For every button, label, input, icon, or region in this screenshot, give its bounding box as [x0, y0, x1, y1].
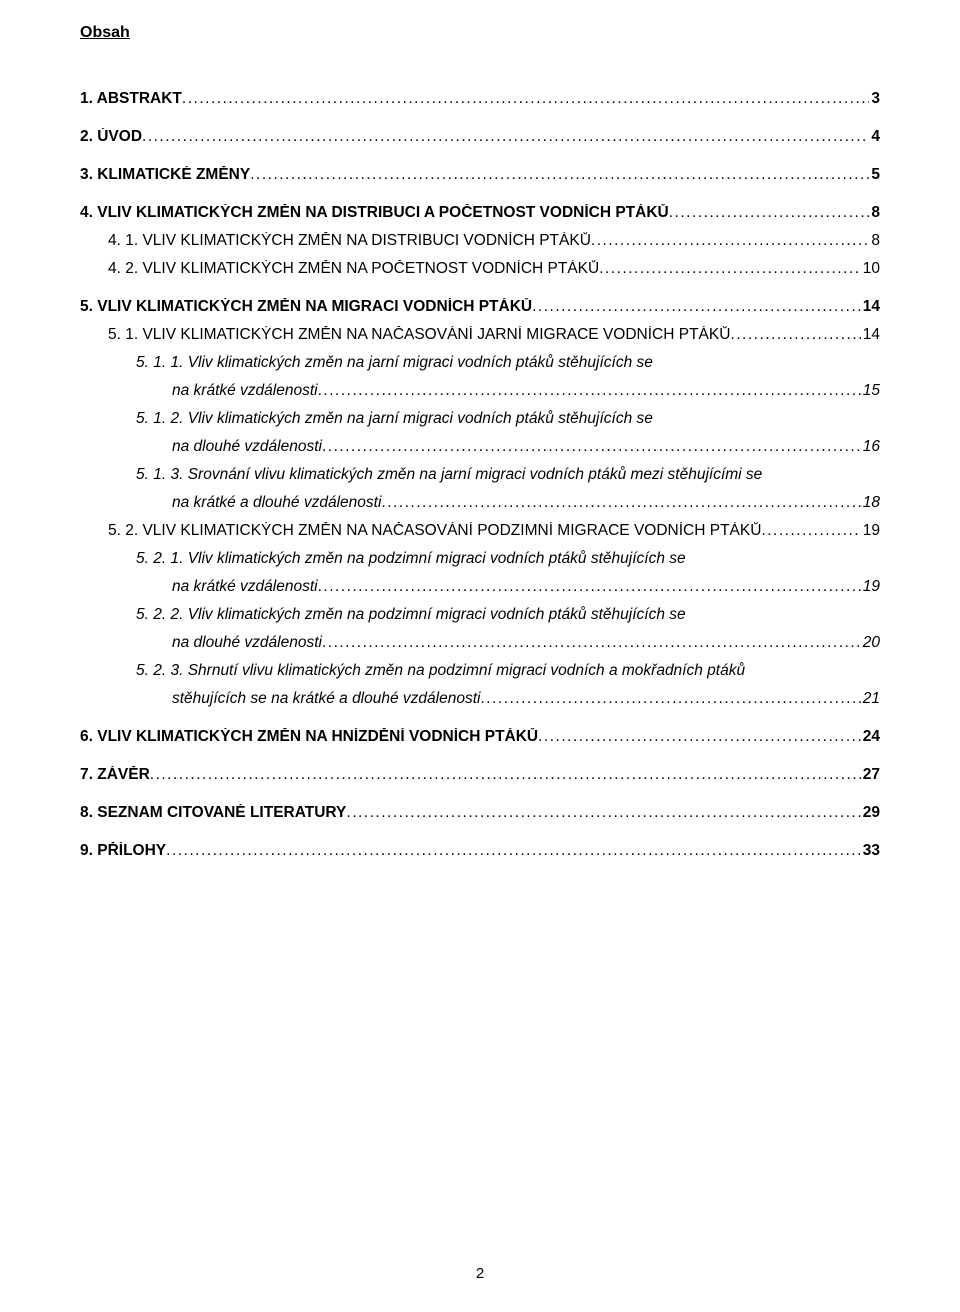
leader-dots	[730, 326, 860, 344]
leader-dots	[480, 690, 860, 708]
toc-entry-5-1-2-line2: na dlouhé vzdálenosti 16	[172, 438, 880, 456]
leader-dots	[538, 728, 861, 746]
toc-label: 6. VLIV KLIMATICKÝCH ZMĚN NA HNÍZDĚNÍ VO…	[80, 728, 538, 746]
toc-page: 8	[869, 204, 880, 222]
leader-dots	[591, 232, 869, 250]
toc-label: 5. 2. VLIV KLIMATICKÝCH ZMĚN NA NAČASOVÁ…	[108, 522, 761, 540]
toc-page: 24	[861, 728, 880, 746]
leader-dots	[381, 494, 860, 512]
leader-dots	[150, 766, 861, 784]
leader-dots	[761, 522, 860, 540]
toc-label: stěhujících se na krátké a dlouhé vzdále…	[172, 690, 480, 708]
toc-label: na dlouhé vzdálenosti	[172, 438, 322, 456]
toc-page: 4	[869, 128, 880, 146]
leader-dots	[669, 204, 870, 222]
toc-page: 5	[869, 166, 880, 184]
leader-dots	[318, 578, 861, 596]
toc-label: 5. VLIV KLIMATICKÝCH ZMĚN NA MIGRACI VOD…	[80, 298, 532, 316]
toc-page: 16	[861, 438, 880, 456]
leader-dots	[532, 298, 861, 316]
toc-entry-7: 7. ZÁVĚR 27	[80, 766, 880, 784]
toc-label: 5. 1. VLIV KLIMATICKÝCH ZMĚN NA NAČASOVÁ…	[108, 326, 730, 344]
toc-page: 15	[861, 382, 880, 400]
toc-label: 4. VLIV KLIMATICKÝCH ZMĚN NA DISTRIBUCI …	[80, 204, 669, 222]
toc-page: 8	[869, 232, 880, 250]
toc-label: 9. PŘÍLOHY	[80, 842, 166, 860]
toc-entry-5-2-3-line2: stěhujících se na krátké a dlouhé vzdále…	[172, 690, 880, 708]
toc-label: 5. 2. 3. Shrnutí vlivu klimatických změn…	[136, 662, 745, 679]
toc-label: 8. SEZNAM CITOVANÉ LITERATURY	[80, 804, 346, 822]
toc-page: 21	[861, 690, 880, 708]
toc-label: 1. ABSTRAKT	[80, 90, 182, 108]
leader-dots	[182, 90, 869, 108]
toc-entry-4-2: 4. 2. VLIV KLIMATICKÝCH ZMĚN NA POČETNOS…	[108, 260, 880, 278]
leader-dots	[250, 166, 869, 184]
toc-entry-5-1-1-line1: 5. 1. 1. Vliv klimatických změn na jarní…	[136, 354, 880, 372]
toc-label: 2. ÚVOD	[80, 128, 142, 146]
toc-entry-5-1-3-line1: 5. 1. 3. Srovnání vlivu klimatických změ…	[136, 466, 880, 484]
toc-label: na dlouhé vzdálenosti	[172, 634, 322, 652]
toc-page: 19	[861, 578, 880, 596]
toc-entry-8: 8. SEZNAM CITOVANÉ LITERATURY 29	[80, 804, 880, 822]
toc-entry-2: 2. ÚVOD 4	[80, 128, 880, 146]
toc-label: 5. 1. 3. Srovnání vlivu klimatických změ…	[136, 466, 762, 483]
toc-entry-4: 4. VLIV KLIMATICKÝCH ZMĚN NA DISTRIBUCI …	[80, 204, 880, 222]
toc-label: 4. 1. VLIV KLIMATICKÝCH ZMĚN NA DISTRIBU…	[108, 232, 591, 250]
toc-entry-5-2-2-line1: 5. 2. 2. Vliv klimatických změn na podzi…	[136, 606, 880, 624]
toc-label: 3. KLIMATICKÉ ZMĚNY	[80, 166, 250, 184]
toc-entry-5-2-2-line2: na dlouhé vzdálenosti 20	[172, 634, 880, 652]
toc-entry-9: 9. PŘÍLOHY 33	[80, 842, 880, 860]
toc-entry-4-1: 4. 1. VLIV KLIMATICKÝCH ZMĚN NA DISTRIBU…	[108, 232, 880, 250]
toc-page: 14	[861, 298, 880, 316]
leader-dots	[322, 634, 861, 652]
toc-entry-5-1-1-line2: na krátké vzdálenosti 15	[172, 382, 880, 400]
leader-dots	[166, 842, 861, 860]
toc-page: 20	[861, 634, 880, 652]
leader-dots	[318, 382, 861, 400]
toc-page: 27	[861, 766, 880, 784]
toc-label: 5. 2. 2. Vliv klimatických změn na podzi…	[136, 606, 686, 623]
toc-page: 29	[861, 804, 880, 822]
toc-entry-5-2-3-line1: 5. 2. 3. Shrnutí vlivu klimatických změn…	[136, 662, 880, 680]
toc-entry-3: 3. KLIMATICKÉ ZMĚNY 5	[80, 166, 880, 184]
toc-entry-5-1-2-line1: 5. 1. 2. Vliv klimatických změn na jarní…	[136, 410, 880, 428]
leader-dots	[599, 260, 861, 278]
toc-label: 5. 1. 1. Vliv klimatických změn na jarní…	[136, 354, 653, 371]
toc-page: 10	[861, 260, 880, 278]
leader-dots	[142, 128, 869, 146]
toc-label: 5. 2. 1. Vliv klimatických změn na podzi…	[136, 550, 686, 567]
toc-label: na krátké vzdálenosti	[172, 578, 318, 596]
toc-label: 7. ZÁVĚR	[80, 766, 150, 784]
toc-entry-6: 6. VLIV KLIMATICKÝCH ZMĚN NA HNÍZDĚNÍ VO…	[80, 728, 880, 746]
toc-label: na krátké a dlouhé vzdálenosti	[172, 494, 381, 512]
toc-page: 18	[861, 494, 880, 512]
toc-entry-5-1: 5. 1. VLIV KLIMATICKÝCH ZMĚN NA NAČASOVÁ…	[108, 326, 880, 344]
toc-page: 33	[861, 842, 880, 860]
toc-entry-5-2-1-line1: 5. 2. 1. Vliv klimatických změn na podzi…	[136, 550, 880, 568]
toc-page: 19	[861, 522, 880, 540]
toc-entry-1: 1. ABSTRAKT 3	[80, 90, 880, 108]
toc-entry-5: 5. VLIV KLIMATICKÝCH ZMĚN NA MIGRACI VOD…	[80, 298, 880, 316]
toc-label: na krátké vzdálenosti	[172, 382, 318, 400]
toc-label: 5. 1. 2. Vliv klimatických změn na jarní…	[136, 410, 653, 427]
leader-dots	[346, 804, 860, 822]
toc-entry-5-2: 5. 2. VLIV KLIMATICKÝCH ZMĚN NA NAČASOVÁ…	[108, 522, 880, 540]
toc-page: 3	[869, 90, 880, 108]
toc-label: 4. 2. VLIV KLIMATICKÝCH ZMĚN NA POČETNOS…	[108, 260, 599, 278]
toc-page: 14	[861, 326, 880, 344]
toc-heading: Obsah	[80, 24, 880, 42]
leader-dots	[322, 438, 861, 456]
page-number: 2	[0, 1265, 960, 1282]
toc-entry-5-2-1-line2: na krátké vzdálenosti 19	[172, 578, 880, 596]
toc-entry-5-1-3-line2: na krátké a dlouhé vzdálenosti 18	[172, 494, 880, 512]
